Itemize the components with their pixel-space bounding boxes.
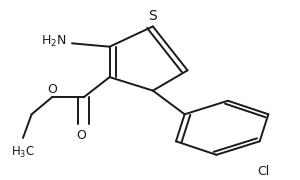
Text: O: O	[47, 83, 57, 96]
Text: H$_3$C: H$_3$C	[11, 145, 35, 160]
Text: S: S	[148, 9, 157, 23]
Text: O: O	[76, 129, 86, 143]
Text: H$_2$N: H$_2$N	[41, 34, 66, 49]
Text: Cl: Cl	[257, 165, 269, 178]
